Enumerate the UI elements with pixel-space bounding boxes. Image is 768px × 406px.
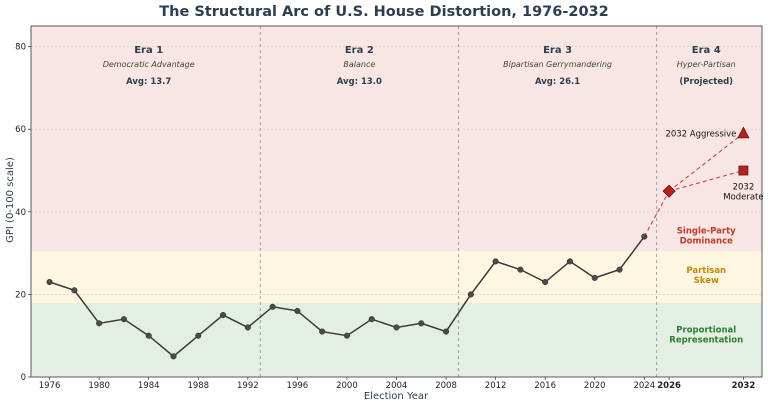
zone-label-0-0: Proportional <box>676 326 736 336</box>
projection-label-2-1: Moderate <box>723 193 763 203</box>
era-avg-2: Avg: 13.0 <box>337 77 382 87</box>
projection-marker-square <box>738 165 749 176</box>
data-point-1980 <box>96 320 103 327</box>
data-point-2012 <box>492 258 499 265</box>
data-point-1996 <box>294 307 301 314</box>
data-point-2002 <box>368 316 375 323</box>
era-desc-4: Hyper-Partisan <box>677 60 736 69</box>
era-name-4: Era 4 <box>692 45 721 56</box>
era-name-2: Era 2 <box>345 45 374 56</box>
x-tick-label-1988: 1988 <box>187 381 209 391</box>
y-axis-ticks: 0 20 40 60 80 <box>15 43 31 383</box>
x-tick-label-2024: 2024 <box>633 381 655 391</box>
zone-label-1-0: Partisan <box>686 266 726 276</box>
data-point-1998 <box>319 328 326 335</box>
zone-label-2-1: Dominance <box>680 237 734 247</box>
x-tick-label-1984: 1984 <box>138 381 160 391</box>
x-tick-label-2032: 2032 <box>732 381 756 391</box>
data-point-2020 <box>591 274 598 281</box>
era-name-3: Era 3 <box>543 45 572 56</box>
x-axis-label: Election Year <box>364 391 429 402</box>
era-desc-2: Balance <box>343 60 375 69</box>
gpi-series <box>46 233 648 360</box>
data-point-1986 <box>170 353 177 360</box>
zone-band-0 <box>31 302 762 377</box>
data-point-2010 <box>467 291 474 298</box>
zone-band-1 <box>31 251 762 303</box>
data-point-1994 <box>269 303 276 310</box>
data-point-2018 <box>566 258 574 265</box>
chart-title: The Structural Arc of U.S. House Distort… <box>159 4 608 20</box>
data-point-2006 <box>418 320 425 327</box>
projection-line-1 <box>668 132 744 192</box>
era-avg-4: (Projected) <box>679 77 733 87</box>
y-tick-label-40: 40 <box>15 208 26 218</box>
y-tick-label-20: 20 <box>15 290 26 300</box>
zone-label-1-1: Skew <box>694 276 719 286</box>
x-tick-label-2026: 2026 <box>657 381 681 391</box>
x-tick-label-2020: 2020 <box>584 381 606 391</box>
era-labels: Era 1 Democratic Advantage Avg: 13.7 Era 2 B… <box>103 45 736 87</box>
projection-label-1: 2032 Aggressive <box>665 129 736 139</box>
data-point-2016 <box>542 278 549 286</box>
y-tick-label-60: 60 <box>15 125 26 135</box>
projection-line-0 <box>643 190 670 237</box>
projection-line-2 <box>668 169 744 192</box>
data-point-2022 <box>616 266 623 273</box>
era-avg-1: Avg: 13.7 <box>126 77 171 87</box>
data-point-2008 <box>443 328 450 335</box>
projection-lines <box>643 132 744 237</box>
x-axis-ticks: 1976 1980 1984 1988 1992 1996 2000 2004 2008 2012… <box>39 377 756 391</box>
x-tick-label-2000: 2000 <box>336 381 358 391</box>
data-point-1988 <box>195 332 202 339</box>
x-tick-label-1976: 1976 <box>39 381 61 391</box>
era-name-1: Era 1 <box>134 45 163 56</box>
zone-bands <box>31 26 762 377</box>
grid-lines <box>31 46 762 295</box>
projection-marker-triangle <box>737 126 750 139</box>
zone-label-0-1: Representation <box>669 336 743 346</box>
x-tick-label-2008: 2008 <box>435 381 457 391</box>
data-point-2014 <box>517 266 524 273</box>
data-point-1982 <box>120 316 127 323</box>
projection-label-2-0: 2032 <box>733 183 755 193</box>
data-point-1984 <box>145 332 152 339</box>
y-axis-label: GPI (0-100 scale) <box>5 157 16 243</box>
data-point-1976 <box>46 278 53 286</box>
data-point-1978 <box>71 287 78 294</box>
zone-band-2 <box>31 26 762 252</box>
data-point-1990 <box>219 312 227 319</box>
era-desc-3: Bipartisan Gerrymandering <box>503 60 612 69</box>
projection-marker-diamond <box>662 184 676 198</box>
era-avg-3: Avg: 26.1 <box>535 77 580 87</box>
data-point-1992 <box>244 324 251 331</box>
x-tick-label-1996: 1996 <box>287 381 309 391</box>
x-tick-label-2016: 2016 <box>534 381 556 391</box>
era-dividers <box>259 26 658 377</box>
x-tick-label-1992: 1992 <box>237 381 259 391</box>
x-tick-label-2004: 2004 <box>386 381 408 391</box>
y-tick-label-0: 0 <box>21 373 26 383</box>
x-tick-label-2012: 2012 <box>485 381 507 391</box>
data-point-2004 <box>393 324 400 331</box>
zone-label-2-0: Single-Party <box>677 227 736 237</box>
era-desc-1: Democratic Advantage <box>103 60 195 69</box>
y-tick-label-80: 80 <box>15 43 26 53</box>
x-tick-label-1980: 1980 <box>88 381 110 391</box>
data-point-2000 <box>343 332 350 339</box>
